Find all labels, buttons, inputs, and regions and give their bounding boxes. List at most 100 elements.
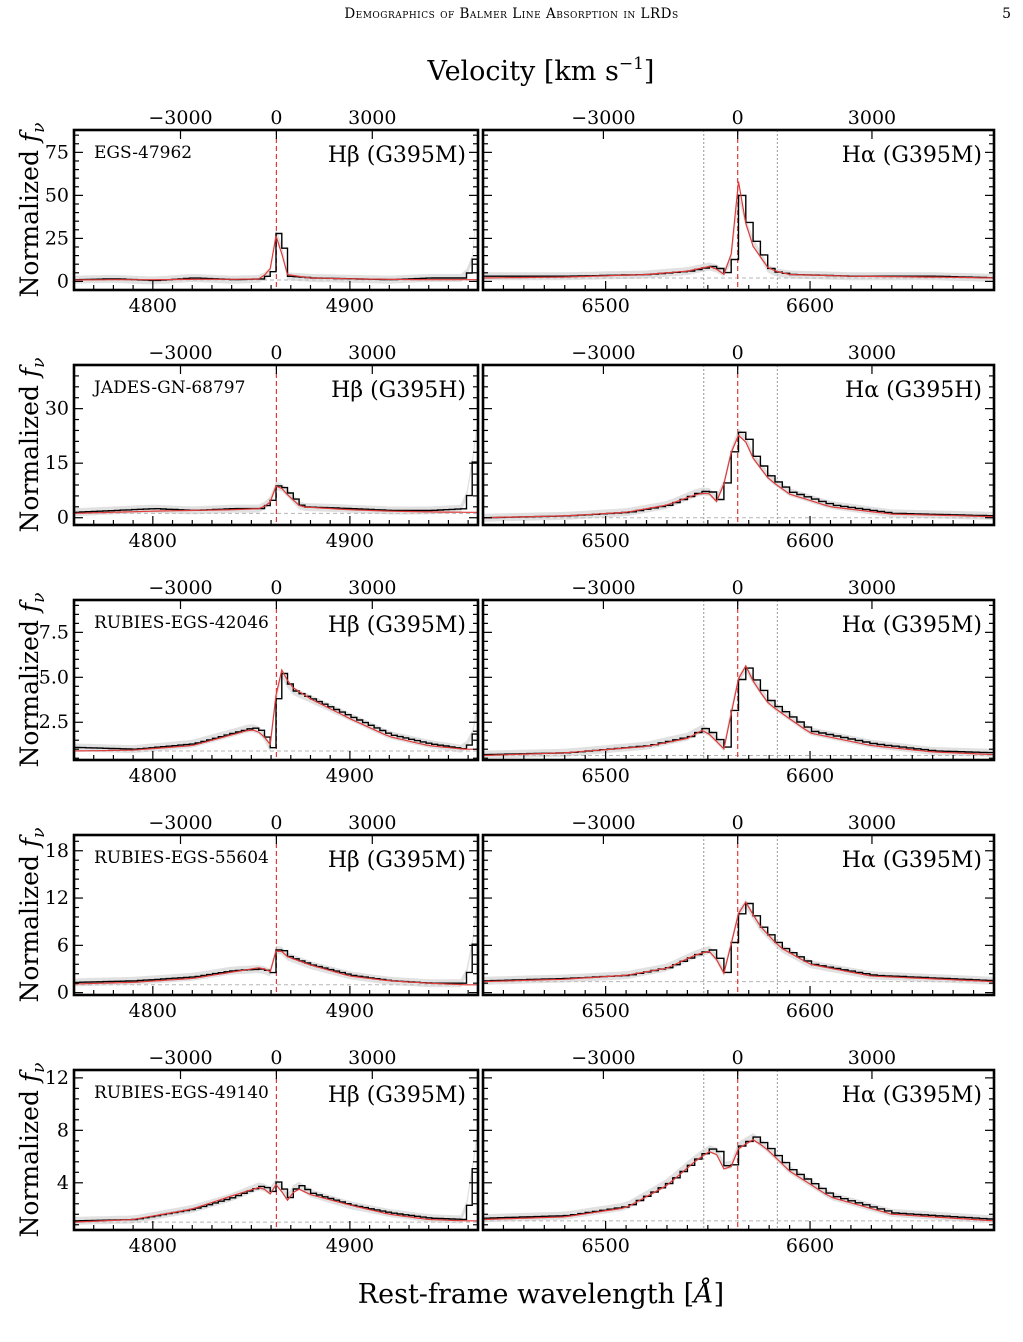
line-label: Hα (G395M): [842, 143, 982, 168]
model-fit: [74, 235, 478, 281]
velocity-tick-label: −3000: [571, 107, 635, 129]
y-tick-label: 4: [57, 1172, 69, 1194]
error-band: [483, 428, 994, 522]
object-id-label: RUBIES-EGS-55604: [94, 848, 269, 868]
y-title-sub: ν: [29, 827, 49, 837]
y-title-main: Normalized: [15, 847, 44, 1002]
object-id-label: RUBIES-EGS-49140: [94, 1083, 269, 1103]
velocity-tick-label: 3000: [848, 107, 896, 129]
spectrum-panel: 6500 6600 −3000 0 3000 Hα (G395M): [481, 812, 996, 1022]
velocity-title-exp: −1: [619, 54, 644, 74]
y-axis-title: Normalized fν: [15, 592, 49, 767]
velocity-tick-label: 3000: [348, 1047, 396, 1069]
y-tick-label: 0: [57, 507, 69, 529]
y-tick-label: 0: [57, 982, 69, 1004]
error-band: [74, 1126, 478, 1225]
object-id-label: EGS-47962: [94, 143, 192, 163]
error-band: [74, 669, 478, 754]
running-title: Demographics of Balmer Line Absorption i…: [344, 6, 679, 22]
velocity-title-end: ]: [644, 56, 655, 87]
x-tick-label: 4800: [129, 1235, 177, 1257]
model-fit: [483, 664, 994, 757]
line-label: Hβ (G395M): [328, 1083, 466, 1108]
spectrum-panel: 6500 6600 −3000 0 3000 Hα (G395M): [481, 577, 996, 787]
y-tick-label: 6: [57, 934, 69, 956]
x-tick-label: 6500: [581, 1235, 629, 1257]
error-band: [483, 191, 994, 282]
data-spectrum: [483, 194, 994, 279]
velocity-tick-label: 0: [732, 342, 744, 364]
model-fit: [74, 485, 478, 514]
wavelength-axis-title: Rest-frame wavelength [Å]: [358, 1277, 724, 1310]
velocity-tick-label: 0: [270, 342, 282, 364]
error-band: [74, 894, 478, 988]
line-label: Hα (G395M): [842, 613, 982, 638]
x-tick-label: 4800: [129, 1000, 177, 1022]
x-tick-label: 6600: [786, 295, 834, 317]
y-axis-title: Normalized fν: [15, 357, 49, 532]
y-title-f: f: [15, 364, 44, 379]
velocity-tick-label: −3000: [148, 1047, 212, 1069]
velocity-tick-label: 3000: [848, 812, 896, 834]
model-fit: [74, 1183, 478, 1223]
velocity-tick-label: −3000: [148, 577, 212, 599]
velocity-tick-label: −3000: [571, 812, 635, 834]
line-label: Hβ (G395M): [328, 613, 466, 638]
panel-frame: [481, 128, 996, 292]
y-title-sub: ν: [29, 122, 49, 132]
model-fit: [483, 1138, 994, 1222]
x-tick-label: 4900: [326, 1000, 374, 1022]
y-tick-label: 18: [45, 840, 69, 862]
y-tick-label: 7.5: [39, 621, 69, 643]
x-tick-label: 4900: [326, 530, 374, 552]
velocity-tick-label: −3000: [148, 107, 212, 129]
y-title-main: Normalized: [15, 612, 44, 767]
y-title-main: Normalized: [15, 377, 44, 532]
y-tick-label: 12: [45, 887, 69, 909]
velocity-tick-label: −3000: [148, 342, 212, 364]
velocity-tick-label: 0: [270, 1047, 282, 1069]
y-axis-title: Normalized fν: [15, 827, 49, 1002]
y-tick-label: 12: [45, 1067, 69, 1089]
data-spectrum: [74, 1130, 478, 1222]
x-tick-label: 6500: [581, 530, 629, 552]
velocity-tick-label: 0: [732, 812, 744, 834]
velocity-tick-label: 3000: [848, 342, 896, 364]
error-band: [74, 191, 478, 285]
y-tick-label: 0: [57, 270, 69, 292]
velocity-tick-label: 3000: [348, 812, 396, 834]
x-tick-label: 4800: [129, 530, 177, 552]
data-spectrum: [483, 1136, 994, 1220]
panel-frame: [481, 598, 996, 762]
y-tick-label: 15: [45, 452, 69, 474]
spectrum-panel: 6500 6600 −3000 0 3000 Hα (G395M): [481, 107, 996, 317]
velocity-title-main: Velocity [km s: [427, 56, 619, 87]
data-spectrum: [74, 419, 478, 513]
y-tick-label: 30: [45, 398, 69, 420]
velocity-tick-label: −3000: [148, 812, 212, 834]
velocity-tick-label: 3000: [348, 577, 396, 599]
velocity-tick-label: 0: [270, 577, 282, 599]
x-tick-label: 6500: [581, 1000, 629, 1022]
velocity-axis-title: Velocity [km s−1]: [427, 54, 655, 87]
y-title-main: Normalized: [15, 142, 44, 297]
y-tick-label: 5.0: [39, 666, 69, 688]
velocity-tick-label: 3000: [848, 577, 896, 599]
spectrum-panel: 6500 6600 −3000 0 3000 Hα (G395M): [481, 1047, 996, 1257]
wavelength-title-main: Rest-frame wavelength [: [358, 1279, 694, 1310]
velocity-tick-label: 0: [732, 1047, 744, 1069]
model-fit: [74, 950, 478, 986]
error-band: [74, 415, 478, 517]
line-label: Hβ (G395H): [331, 378, 466, 403]
x-tick-label: 6500: [581, 295, 629, 317]
page-header: Demographics of Balmer Line Absorption i…: [0, 0, 1023, 36]
x-tick-label: 6600: [786, 1235, 834, 1257]
x-tick-label: 6600: [786, 1000, 834, 1022]
x-tick-label: 4900: [326, 295, 374, 317]
panel-frame: [481, 833, 996, 997]
model-fit: [483, 434, 994, 519]
y-title-sub: ν: [29, 592, 49, 602]
